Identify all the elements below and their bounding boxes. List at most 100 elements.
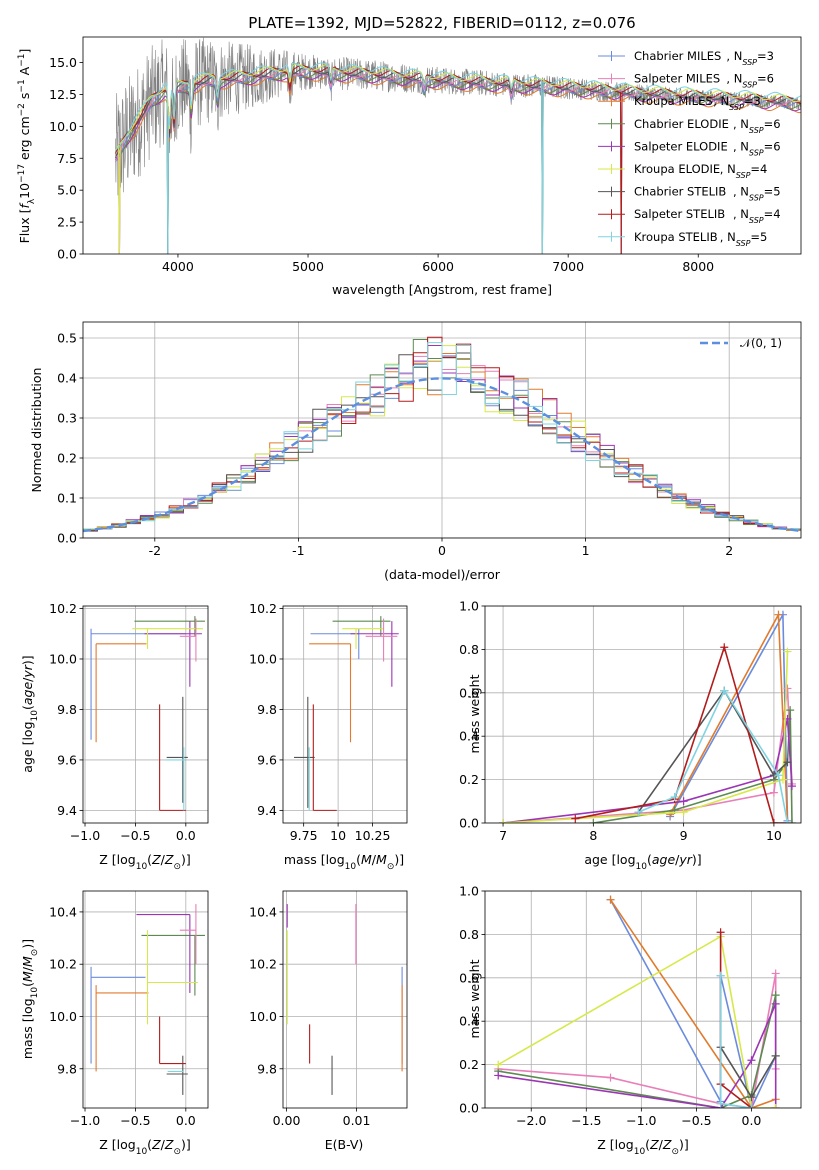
- plus-marker: [606, 895, 615, 904]
- errorbar-point: [179, 904, 197, 965]
- legend-entry-suffix: , NSSP=6: [733, 117, 781, 135]
- panel-mass_vs_Z: −1.0 −0.5 0.0 9.8 10.0 10.2 10.4: [49, 890, 209, 1128]
- spectrum-frame: [82, 36, 802, 255]
- plus-marker: [606, 1073, 615, 1082]
- panel-mass_vs_ebv: 0.00 0.01 9.8 10.0 10.2 10.4: [249, 890, 408, 1128]
- y-axis-label: Flux [fλ10−17 erg cm−2 s−1 A−1]: [17, 49, 37, 244]
- x-tick-label: −0.5: [120, 828, 150, 843]
- x-tick-label: 4000: [162, 259, 194, 274]
- plus-marker: [679, 797, 688, 806]
- panel-weight_vs_Z: −2.0 −1.5 −1.0 −0.5 0.0 0.0 0.2 0.4 0.6 0.8 1.0: [459, 884, 802, 1128]
- y-tick-label: 0.3: [57, 411, 77, 426]
- y-tick-label: 10.2: [249, 957, 277, 972]
- errorbar-point: [90, 628, 186, 740]
- legend-entry-suffix: , NSSP=5: [720, 230, 768, 248]
- legend-entry: Salpeter MILES: [634, 72, 720, 86]
- x-tick-label: −1.0: [626, 1113, 656, 1128]
- x-tick-label: -2: [149, 543, 161, 558]
- x-axis-label: wavelength [Angstrom, rest frame]: [332, 282, 552, 297]
- mass_vs_Z-frame: [82, 890, 209, 1109]
- plus-marker: [771, 991, 780, 1000]
- y-tick-label: 0.1: [57, 491, 77, 506]
- y-tick-label: 10.0: [49, 1009, 77, 1024]
- x-tick-label: 1: [582, 543, 590, 558]
- x-tick-label: 9: [680, 828, 688, 843]
- errorbar-point: [90, 966, 146, 1064]
- plus-marker: [774, 771, 783, 780]
- y-tick-label: 0.4: [459, 729, 479, 744]
- plus-marker: [747, 1093, 756, 1102]
- panel-age_vs_mass: 9.75 10 10.25 9.4 9.6 9.8 10.0 10.2: [249, 601, 408, 843]
- y-tick-label: 7.5: [57, 151, 77, 166]
- plus-marker: [786, 706, 795, 715]
- plus-marker: [747, 1056, 756, 1065]
- x-axis-label: E(B-V): [325, 1137, 364, 1152]
- x-tick-label: 5000: [292, 259, 324, 274]
- x-axis-label: Z [log10(Z/Z⊙)]: [99, 1137, 191, 1157]
- errorbar-point: [146, 930, 198, 1025]
- errorbar-point: [294, 696, 315, 808]
- legend-entry: Salpeter STELIB: [634, 207, 725, 221]
- errorbar-point: [312, 704, 337, 811]
- errorbar-point: [365, 618, 398, 662]
- y-tick-label: 10.4: [249, 904, 277, 919]
- x-tick-label: −1.5: [571, 1113, 601, 1128]
- plus-marker: [769, 788, 778, 797]
- errorbar-point: [165, 747, 186, 811]
- y-tick-label: 10.2: [49, 957, 77, 972]
- y-tick-label: 10.4: [49, 904, 77, 919]
- model-spectrum-salpeter-stelib: [115, 65, 801, 254]
- legend-entry-suffix: , NSSP=5: [733, 185, 781, 203]
- legend-entry: Chabrier ELODIE: [634, 117, 729, 131]
- legend-entry-suffix: , NSSP=6: [726, 72, 774, 90]
- weight-line-kroupa-miles: [609, 899, 776, 1108]
- age_vs_mass-plot-area: [283, 606, 407, 823]
- x-tick-label: 10: [766, 828, 782, 843]
- x-axis-label: Z [log10(Z/Z⊙)]: [597, 1137, 689, 1157]
- legend-entry: Kroupa STELIB: [634, 230, 718, 244]
- residuals-frame: [82, 321, 802, 539]
- errorbar-point: [350, 621, 399, 687]
- y-axis-label: age [log10(age/yr)]: [20, 655, 40, 772]
- errorbar-point: [342, 628, 384, 649]
- y-tick-label: 9.8: [257, 1061, 277, 1076]
- legend-entry: Chabrier STELIB: [634, 185, 726, 199]
- x-tick-label: 9.75: [290, 828, 318, 843]
- model-spectrum-kroupa-miles: [115, 74, 801, 254]
- plus-marker: [720, 643, 729, 652]
- plus-marker: [494, 1071, 503, 1080]
- y-tick-label: 10.2: [49, 601, 77, 616]
- x-axis-label: age [log10(age/yr)]: [584, 852, 701, 872]
- plus-marker: [771, 1104, 780, 1108]
- plus-marker: [494, 1060, 503, 1069]
- plus-marker: [716, 971, 725, 980]
- legend-entry: Kroupa ELODIE: [634, 162, 720, 176]
- y-tick-label: 0.6: [459, 970, 479, 985]
- x-tick-label: 7: [499, 828, 507, 843]
- errorbar-point: [159, 704, 186, 811]
- errorbar-point: [308, 747, 312, 811]
- legend-entry-suffix: , NSSP=6: [733, 139, 781, 157]
- legend-entry: Chabrier MILES: [634, 49, 721, 63]
- plus-marker: [787, 819, 796, 823]
- errorbar-point: [144, 621, 202, 687]
- model-spectrum-kroupa-stelib: [115, 62, 801, 254]
- y-tick-label: 15.0: [49, 55, 77, 70]
- panel-weight_vs_age: 7 8 9 10 0.0 0.2 0.4 0.6 0.8 1.0: [459, 599, 802, 843]
- legend-entry: Salpeter ELODIE: [634, 139, 728, 153]
- legend-entry: 𝒩(0, 1): [740, 336, 782, 350]
- errorbar-point: [159, 1016, 186, 1065]
- x-tick-label: -1: [292, 543, 304, 558]
- y-tick-label: 9.4: [257, 803, 277, 818]
- y-tick-label: 0.4: [57, 371, 77, 386]
- plus-marker: [771, 999, 780, 1008]
- y-tick-label: 12.5: [49, 87, 77, 102]
- plus-marker: [783, 647, 792, 656]
- weight_vs_age-frame: [484, 605, 802, 824]
- weight_vs_age-plot-area: [485, 606, 801, 823]
- y-tick-label: 9.6: [257, 752, 277, 767]
- plus-marker: [720, 686, 729, 695]
- mass_vs_ebv-plot-area: [283, 891, 407, 1108]
- errorbar-point: [136, 913, 191, 993]
